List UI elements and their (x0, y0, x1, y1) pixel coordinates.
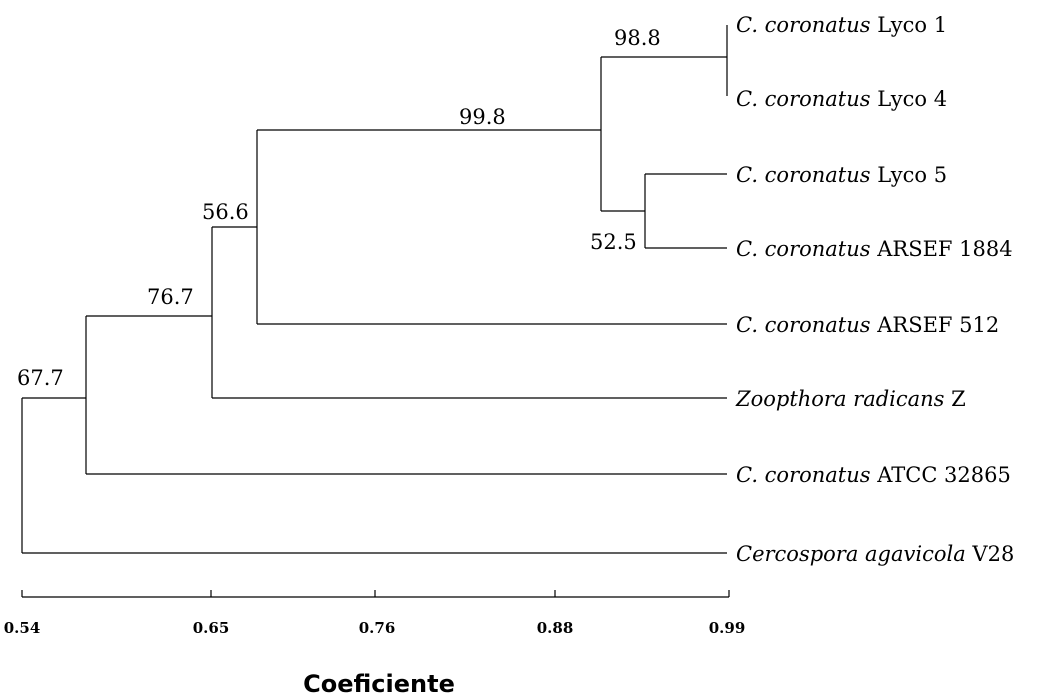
leaf-label: C. coronatus ARSEF 1884 (736, 237, 1013, 261)
leaf-label: C. coronatus Lyco 5 (736, 163, 947, 187)
node-value: 99.8 (459, 105, 506, 129)
axis-title: Coeficiente (303, 670, 455, 698)
tick-label: 0.88 (537, 619, 574, 637)
tick-label: 0.99 (709, 619, 746, 637)
leaf-label: C. coronatus ARSEF 512 (736, 313, 999, 337)
tick-label: 0.65 (193, 619, 230, 637)
leaf-label: Cercospora agavicola V28 (736, 542, 1014, 566)
leaf-label: Zoopthora radicans Z (735, 387, 966, 411)
node-values: 98.8 99.8 52.5 56.6 76.7 67.7 (17, 26, 661, 390)
tick-label: 0.76 (359, 619, 396, 637)
node-value: 67.7 (17, 366, 64, 390)
node-value: 98.8 (614, 26, 661, 50)
branches (21, 25, 728, 554)
tick-label: 0.54 (4, 619, 41, 637)
node-value: 52.5 (590, 230, 637, 254)
node-value: 56.6 (202, 200, 249, 224)
leaf-labels: C. coronatus Lyco 1 C. coronatus Lyco 4 … (735, 13, 1014, 566)
leaf-label: C. coronatus Lyco 1 (736, 13, 947, 37)
node-value: 76.7 (147, 285, 194, 309)
leaf-label: C. coronatus Lyco 4 (736, 87, 947, 111)
leaf-label: C. coronatus ATCC 32865 (736, 463, 1011, 487)
x-axis: 0.54 0.65 0.76 0.88 0.99 Coeficiente (4, 590, 746, 698)
